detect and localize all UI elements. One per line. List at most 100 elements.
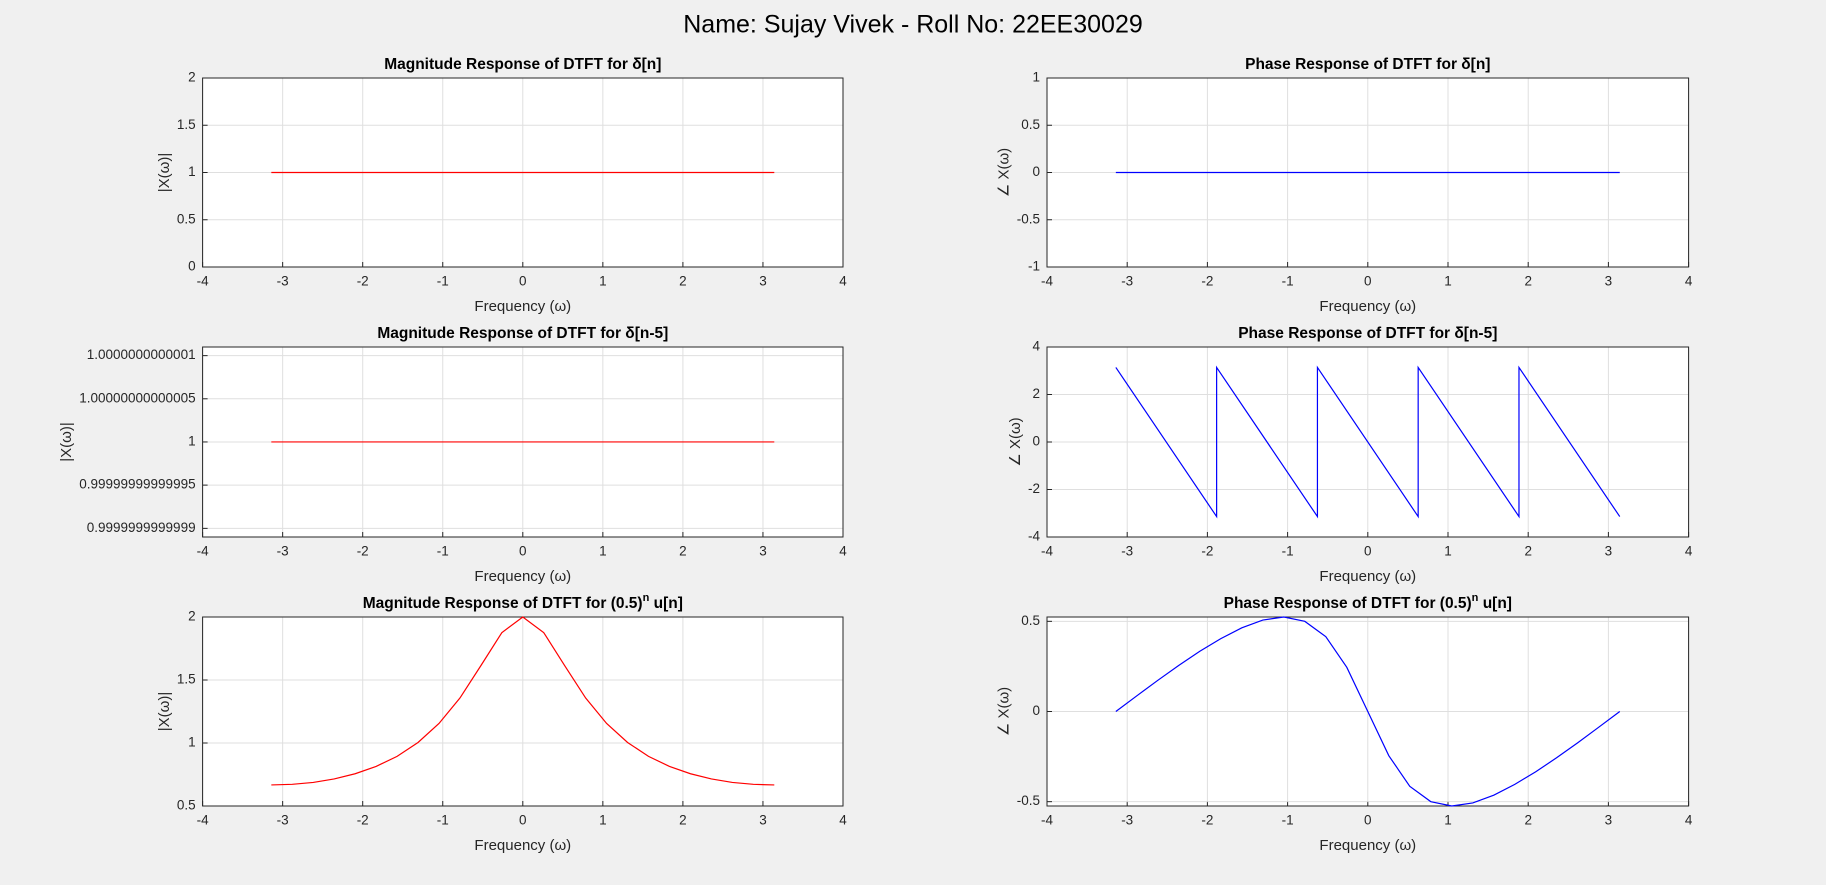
y-tick-label: 1	[188, 735, 196, 750]
x-tick-label: -2	[1201, 813, 1213, 828]
x-tick-label: 2	[1524, 274, 1532, 289]
x-tick-label: 2	[679, 813, 687, 828]
y-axis-label: ∠ X(ω)	[1007, 417, 1024, 466]
y-tick-label: -2	[1028, 481, 1040, 496]
y-tick-label: 0.5	[177, 211, 196, 226]
x-tick-label: 2	[679, 544, 687, 559]
y-tick-label: 0	[1032, 703, 1040, 718]
data-line	[1115, 365, 1621, 519]
x-tick-label: 3	[759, 544, 767, 559]
subplot: -4 -3 -2 -1 0 1 2 3 4 -1 -0.5 0 0.5 1 Phase Response o…	[996, 56, 1693, 315]
x-tick-label: -3	[1121, 544, 1133, 559]
title-superscript: n	[1472, 592, 1479, 604]
x-tick-label: 3	[759, 813, 767, 828]
subplot: -4 -3 -2 -1 0 1 2 3 4 0 0.5 1 1.5 2 Magnitude Response…	[156, 56, 847, 315]
x-tick-label: 1	[599, 813, 607, 828]
x-tick-label: -1	[437, 813, 449, 828]
title-text: Phase Response of DTFT for (0.5)	[1224, 595, 1472, 612]
x-tick-label: -1	[1282, 813, 1294, 828]
x-tick-label: 2	[679, 274, 687, 289]
subplot: -4 -3 -2 -1 0 1 2 3 4 0.9999999999999 0.9999999999…	[58, 325, 847, 585]
y-tick-label: -4	[1028, 529, 1040, 544]
data-line	[271, 616, 775, 786]
y-tick-label: 0.9999999999999	[87, 520, 196, 535]
subplot-title: Magnitude Response of DTFT for (0.5)n u[…	[363, 592, 683, 612]
x-axis-label: Frequency (ω)	[474, 568, 571, 585]
x-tick-label: 0	[519, 544, 527, 559]
subplot: -4 -3 -2 -1 0 1 2 3 4 -0.5 0 0.5 Phase Response of D…	[996, 592, 1693, 854]
x-tick-label: -4	[1041, 544, 1053, 559]
x-tick-label: -2	[357, 813, 369, 828]
y-tick-label: 1	[188, 434, 196, 449]
y-tick-label: 2	[188, 70, 196, 85]
title-text: Phase Response of DTFT for δ[n-5]	[1238, 325, 1497, 342]
subplot: -4 -3 -2 -1 0 1 2 3 4 -4 -2 0 2 4 Phase Response of DT…	[1007, 325, 1693, 585]
data-line	[1115, 616, 1621, 807]
x-tick-label: 0	[519, 813, 527, 828]
y-tick-label: 0	[1032, 434, 1040, 449]
subplot-title: Magnitude Response of DTFT for δ[n-5]	[377, 325, 668, 342]
subplot-title: Phase Response of DTFT for δ[n]	[1245, 56, 1490, 73]
y-axis-label: |X(ω)|	[58, 422, 75, 462]
x-tick-label: -2	[1201, 274, 1213, 289]
x-tick-label: 0	[1364, 544, 1372, 559]
x-tick-label: 4	[839, 813, 847, 828]
x-tick-label: -4	[197, 274, 209, 289]
title-superscript: n	[643, 592, 650, 604]
axes-box	[202, 346, 844, 538]
y-tick-label: 1.5	[177, 117, 196, 132]
x-axis-label: Frequency (ω)	[474, 837, 571, 854]
x-tick-label: 4	[1685, 544, 1693, 559]
x-tick-label: -4	[1041, 813, 1053, 828]
x-axis-label: Frequency (ω)	[1319, 568, 1416, 585]
axes-box	[1046, 616, 1690, 807]
y-tick-label: 1.0000000000001	[87, 347, 196, 362]
y-tick-label: -0.5	[1017, 211, 1040, 226]
y-tick-label: 1.00000000000005	[79, 390, 195, 405]
title-text: Phase Response of DTFT for δ[n]	[1245, 56, 1490, 73]
x-axis-label: Frequency (ω)	[474, 298, 571, 315]
y-tick-label: 0	[1032, 164, 1040, 179]
subplot-title: Phase Response of DTFT for δ[n-5]	[1238, 325, 1497, 342]
x-tick-label: 1	[1444, 274, 1452, 289]
y-tick-label: 2	[1032, 386, 1040, 401]
x-tick-label: 2	[1524, 813, 1532, 828]
y-axis-label: |X(ω)|	[156, 153, 173, 193]
y-tick-label: -1	[1028, 259, 1040, 274]
x-tick-label: -1	[1282, 274, 1294, 289]
y-tick-label: 0.99999999999995	[79, 477, 195, 492]
x-tick-label: -2	[357, 544, 369, 559]
x-tick-label: 0	[1364, 274, 1372, 289]
x-tick-label: -3	[277, 544, 289, 559]
x-tick-label: 1	[599, 544, 607, 559]
x-tick-label: -3	[1121, 274, 1133, 289]
y-tick-label: 1.5	[177, 672, 196, 687]
y-tick-label: 0.5	[1021, 117, 1040, 132]
subplot: -4 -3 -2 -1 0 1 2 3 4 0.5 1 1.5 2 Magnitude Response …	[156, 592, 847, 854]
x-tick-label: 3	[1605, 813, 1613, 828]
y-tick-label: 4	[1032, 339, 1040, 354]
x-tick-label: 4	[1685, 813, 1693, 828]
title-text: Magnitude Response of DTFT for δ[n]	[384, 56, 661, 73]
x-tick-label: -4	[197, 544, 209, 559]
title-text: Magnitude Response of DTFT for δ[n-5]	[377, 325, 668, 342]
y-tick-label: 2	[188, 609, 196, 624]
x-tick-label: 1	[1444, 544, 1452, 559]
x-tick-label: -4	[197, 813, 209, 828]
y-tick-label: 0.5	[1021, 613, 1040, 628]
subplot-title: Phase Response of DTFT for (0.5)n u[n]	[1224, 592, 1512, 612]
x-tick-label: 0	[519, 274, 527, 289]
y-tick-label: 1	[188, 164, 196, 179]
y-tick-label: 0.5	[177, 798, 196, 813]
x-tick-label: 3	[1605, 544, 1613, 559]
subplot-title: Magnitude Response of DTFT for δ[n]	[384, 56, 661, 73]
x-tick-label: 1	[1444, 813, 1452, 828]
x-tick-label: -1	[437, 544, 449, 559]
x-tick-label: 0	[1364, 813, 1372, 828]
x-tick-label: -3	[277, 274, 289, 289]
x-tick-label: 4	[1685, 274, 1693, 289]
title-suffix: u[n]	[649, 595, 683, 612]
x-tick-label: -2	[1201, 544, 1213, 559]
